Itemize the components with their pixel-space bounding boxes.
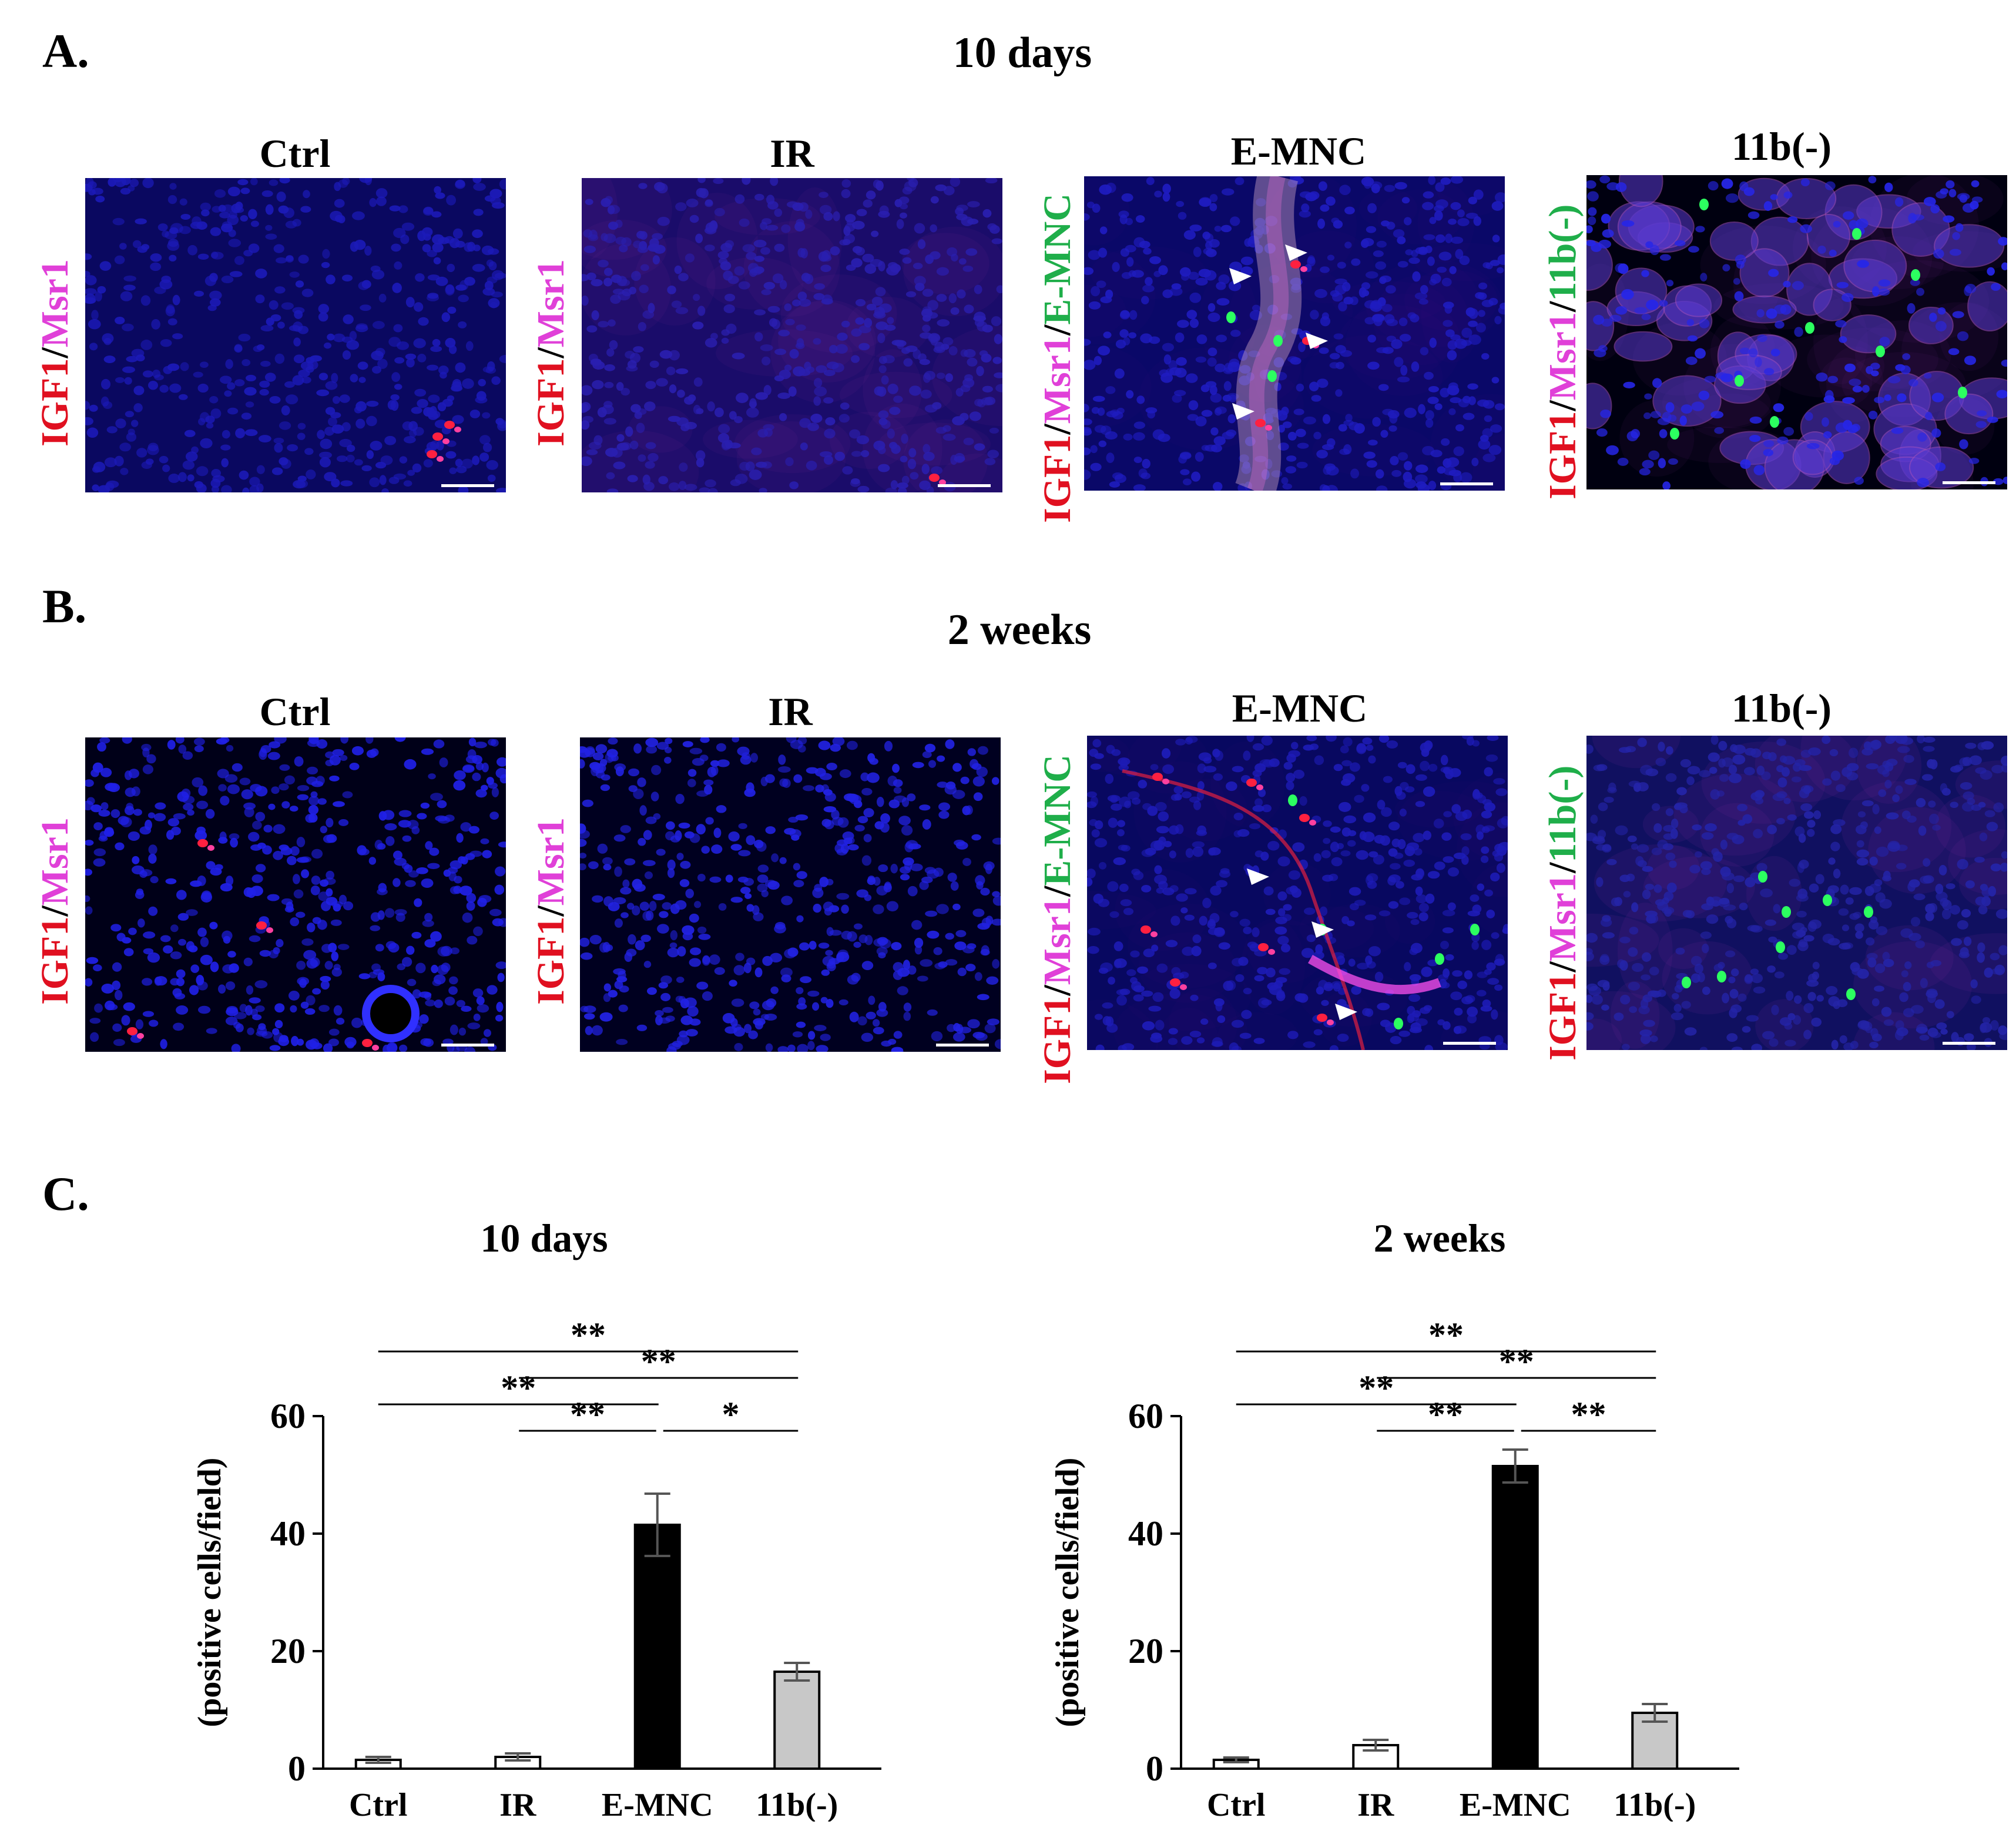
stain-label-a-ctrl: IGF1/Msr1 [33, 259, 76, 447]
chart-1-ytick-label-3: 60 [1128, 1397, 1163, 1435]
chart-0-significance-0: ** [378, 1316, 799, 1354]
svg-text:**: ** [1571, 1395, 1606, 1434]
row-a-title-ir: IR [770, 131, 814, 176]
micrograph-a-emnc [1084, 176, 1505, 491]
chart-1-errorbar-0 [1223, 1756, 1249, 1763]
panel-b-letter: B. [42, 579, 87, 633]
chart-0-ytick-label-2: 40 [270, 1514, 306, 1553]
chart-0-ytick-label-1: 20 [270, 1632, 306, 1671]
row-a-title-emnc: E-MNC [1230, 129, 1367, 173]
row-b-title-ir: IR [768, 689, 813, 734]
micrograph-a-ir [582, 178, 1002, 492]
micrograph-a-11b [1586, 175, 2007, 489]
chart-1-ylabel: (positive cells/field) [1049, 1458, 1086, 1728]
chart-0-xtick-label-0: Ctrl [349, 1787, 408, 1822]
chart-1-errorbar-1 [1363, 1739, 1389, 1752]
svg-text:**: ** [1428, 1395, 1463, 1434]
svg-text:**: ** [570, 1395, 605, 1434]
chart-1-significance-1: ** [1377, 1342, 1656, 1381]
chart-2-title: 2 weeks [1373, 1216, 1506, 1260]
panel-a-title: 10 days [952, 29, 1092, 77]
chart-1-title: 10 days [480, 1216, 608, 1260]
stain-label-a-ir: IGF1/Msr1 [529, 259, 572, 447]
chart-1-ytick-label-0: 0 [1146, 1749, 1163, 1788]
panel-b-title: 2 weeks [947, 606, 1092, 654]
row-a-title-ctrl: Ctrl [259, 131, 331, 176]
chart-1-ytick-label-1: 20 [1128, 1632, 1163, 1671]
chart-0-significance-2: ** [378, 1369, 659, 1407]
chart-0-bar-3 [773, 1671, 821, 1770]
micrograph-b-11b [1586, 736, 2007, 1050]
stain-label-b-ir: IGF1/Msr1 [529, 817, 572, 1005]
chart-0-significance-3: ** [519, 1395, 656, 1434]
chart-10-days: (positive cells/field) 0 20 40 60 Ctrl IR E-MNC… [176, 1293, 940, 1823]
svg-text:**: ** [501, 1369, 536, 1407]
stain-label-b-emnc: IGF1/Msr1/E-MNC [1036, 754, 1079, 1084]
svg-text:*: * [722, 1395, 740, 1434]
chart-0-bar-2 [633, 1524, 681, 1770]
chart-1-bar-2 [1491, 1465, 1539, 1770]
svg-text:**: ** [571, 1316, 606, 1354]
chart-0-significance-1: ** [519, 1342, 799, 1381]
stain-label-a-11b: IGF1/Msr1/11b(-) [1541, 204, 1584, 499]
svg-text:**: ** [1499, 1342, 1534, 1381]
chart-0-ytick-label-0: 0 [288, 1749, 306, 1788]
row-b-title-emnc: E-MNC [1232, 686, 1368, 730]
micrograph-b-ir [580, 737, 1001, 1052]
chart-0-errorbar-0 [365, 1756, 391, 1764]
chart-1-errorbar-3 [1642, 1703, 1668, 1723]
chart-1-ytick-label-2: 40 [1128, 1514, 1163, 1553]
chart-1-xtick-label-3: 11b(-) [1614, 1787, 1696, 1822]
row-b-title-ctrl: Ctrl [259, 689, 331, 734]
panel-c-letter: C. [42, 1167, 89, 1220]
panel-a-letter: A. [42, 24, 89, 78]
chart-0-ylabel: (positive cells/field) [192, 1458, 228, 1728]
micrograph-b-ctrl [85, 737, 506, 1052]
stain-label-a-emnc: IGF1/Msr1/E-MNC [1036, 193, 1079, 523]
chart-2-weeks: (positive cells/field) 0 20 40 60 Ctrl IR E-MNC… [1034, 1293, 1798, 1823]
chart-0-errorbar-2 [644, 1492, 670, 1557]
chart-0-xtick-label-2: E-MNC [602, 1787, 713, 1822]
chart-0-significance-4: * [663, 1395, 799, 1434]
chart-1-xtick-label-1: IR [1357, 1787, 1394, 1822]
svg-text:**: ** [1358, 1369, 1394, 1407]
svg-text:**: ** [1428, 1316, 1464, 1354]
chart-1-xtick-label-2: E-MNC [1460, 1787, 1571, 1822]
chart-0-errorbar-1 [505, 1752, 531, 1762]
stain-label-b-ctrl: IGF1/Msr1 [33, 817, 76, 1005]
chart-1-significance-4: ** [1521, 1395, 1656, 1434]
row-a-title-11b: 11b(-) [1732, 124, 1831, 169]
stain-label-b-11b: IGF1/Msr1/11b(-) [1541, 765, 1584, 1061]
chart-1-significance-0: ** [1236, 1316, 1656, 1354]
chart-1-significance-3: ** [1377, 1395, 1514, 1434]
chart-1-significance-2: ** [1236, 1369, 1517, 1407]
chart-1-xtick-label-0: Ctrl [1207, 1787, 1266, 1822]
chart-0-xtick-label-1: IR [499, 1787, 536, 1822]
chart-0-ytick-label-3: 60 [270, 1397, 306, 1435]
chart-1-errorbar-2 [1502, 1448, 1528, 1484]
chart-0-xtick-label-3: 11b(-) [756, 1787, 838, 1822]
micrograph-b-emnc [1087, 736, 1508, 1050]
chart-0-errorbar-3 [784, 1662, 810, 1682]
micrograph-a-ctrl [85, 178, 506, 492]
svg-text:**: ** [641, 1342, 676, 1381]
row-b-title-11b: 11b(-) [1732, 686, 1831, 730]
